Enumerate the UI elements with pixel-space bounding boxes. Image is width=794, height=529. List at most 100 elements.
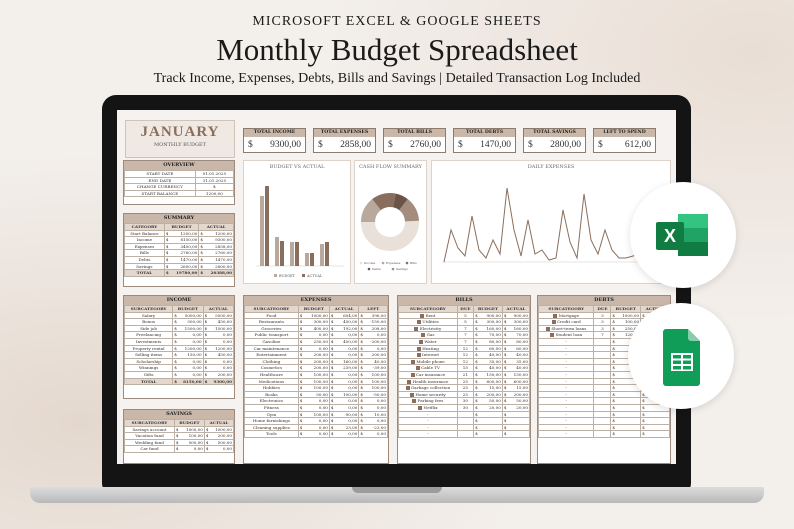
checkbox-icon[interactable] — [416, 353, 421, 358]
money-cell[interactable]: $19780,00 — [163, 269, 200, 277]
money-cell[interactable]: $ — [610, 423, 642, 432]
checkbox-icon[interactable] — [546, 326, 551, 331]
money-cell[interactable]: $1500,00 — [172, 324, 204, 333]
money-cell[interactable]: $0,00 — [328, 377, 360, 386]
money-cell[interactable]: $150,00 — [473, 370, 503, 379]
money-cell[interactable]: $70,00 — [473, 331, 503, 339]
money-cell[interactable]: $1200,00 — [163, 229, 200, 238]
money-cell[interactable]: $500,00 — [203, 438, 235, 447]
money-cell[interactable]: $450,00 — [202, 318, 235, 326]
checkbox-icon[interactable] — [420, 313, 425, 318]
money-cell[interactable]: $250,00 — [297, 337, 330, 346]
money-cell[interactable]: $0,00 — [328, 331, 360, 339]
money-cell[interactable]: $0,00 — [297, 344, 330, 353]
money-cell[interactable]: $604,00 — [328, 311, 360, 320]
money-cell[interactable]: $200,00 — [297, 364, 330, 372]
money-cell[interactable]: $900,00 — [473, 311, 503, 320]
money-cell[interactable]: $0,00 — [202, 357, 235, 366]
money-cell[interactable]: $2760,00 — [198, 249, 234, 257]
money-cell[interactable]: $0,00 — [172, 331, 204, 339]
money-cell[interactable]: $23,00 — [328, 423, 360, 432]
money-cell[interactable]: $2858,00 — [198, 242, 234, 251]
money-cell[interactable]: $9300,00 — [198, 236, 234, 244]
money-cell[interactable]: $0,00 — [297, 397, 330, 405]
checkbox-icon[interactable] — [414, 326, 419, 331]
money-cell[interactable]: $15,00 — [473, 384, 503, 392]
money-cell[interactable]: $50,00 — [473, 397, 503, 405]
money-cell[interactable]: $15,00 — [501, 384, 531, 392]
money-cell[interactable]: $50,00 — [297, 390, 330, 399]
money-cell[interactable]: $5500,00 — [202, 311, 235, 320]
money-cell[interactable]: $40,00 — [473, 351, 503, 359]
money-cell[interactable]: $0,00 — [297, 430, 330, 438]
money-cell[interactable]: $ — [473, 430, 503, 438]
money-cell[interactable]: $40,00 — [358, 357, 388, 366]
money-cell[interactable]: $50,00 — [501, 397, 531, 405]
money-cell[interactable]: $0,00 — [297, 417, 330, 425]
money-cell[interactable]: $ -200,00 — [358, 337, 388, 346]
checkbox-icon[interactable] — [416, 320, 421, 325]
money-cell[interactable]: $ — [501, 417, 531, 425]
money-cell[interactable]: $0,00 — [202, 337, 235, 346]
money-cell[interactable]: $40,00 — [501, 364, 531, 372]
money-cell[interactable]: $500,00 — [173, 438, 205, 447]
money-cell[interactable]: $192,00 — [328, 324, 360, 333]
money-cell[interactable]: $200,00 — [203, 432, 235, 440]
money-cell[interactable]: $200,00 — [501, 390, 531, 399]
money-cell[interactable]: $300,00 — [501, 318, 531, 326]
checkbox-icon[interactable] — [418, 405, 423, 410]
money-cell[interactable]: $ — [640, 410, 670, 419]
money-cell[interactable]: $2760,00 — [163, 249, 200, 257]
money-cell[interactable]: $0,00 — [203, 445, 235, 453]
money-cell[interactable]: $ — [501, 423, 531, 432]
money-cell[interactable]: $1000,00 — [173, 425, 205, 434]
checkbox-icon[interactable] — [412, 399, 417, 404]
money-cell[interactable]: $0,00 — [202, 364, 235, 372]
money-cell[interactable]: $0,00 — [328, 397, 360, 405]
checkbox-icon[interactable] — [410, 392, 415, 397]
checkbox-icon[interactable] — [550, 333, 555, 338]
checkbox-icon[interactable] — [419, 339, 424, 344]
checkbox-icon[interactable] — [415, 366, 420, 371]
money-cell[interactable]: $2600,00 — [163, 262, 200, 271]
money-cell[interactable]: $300,00 — [297, 318, 330, 326]
money-cell[interactable]: $20,00 — [501, 403, 531, 412]
money-cell[interactable]: $80,00 — [501, 337, 531, 346]
money-cell[interactable]: $100,00 — [328, 390, 360, 399]
money-cell[interactable]: $396,00 — [358, 311, 388, 320]
money-cell[interactable]: $900,00 — [501, 311, 531, 320]
money-cell[interactable]: $100,00 — [297, 384, 330, 392]
money-cell[interactable]: $10,00 — [358, 410, 388, 419]
checkbox-icon[interactable] — [411, 359, 415, 364]
money-cell[interactable]: $100,00 — [297, 377, 330, 386]
checkbox-icon[interactable] — [416, 346, 421, 351]
money-cell[interactable]: $0,00 — [358, 344, 388, 353]
money-cell[interactable]: $160,00 — [473, 324, 503, 333]
money-cell[interactable]: $0,00 — [358, 331, 388, 339]
money-cell[interactable]: $60,00 — [501, 344, 531, 353]
money-cell[interactable]: $40,00 — [501, 351, 531, 359]
money-cell[interactable]: $1470,00 — [163, 255, 200, 264]
money-cell[interactable]: $0,00 — [328, 344, 360, 353]
checkbox-icon[interactable] — [410, 372, 415, 377]
money-cell[interactable]: $0,00 — [172, 370, 204, 379]
money-cell[interactable]: $100,00 — [297, 410, 330, 419]
money-cell[interactable]: $1000,00 — [203, 425, 235, 434]
money-cell[interactable]: $0,00 — [172, 337, 204, 346]
money-cell[interactable]: $100,00 — [358, 370, 388, 379]
money-cell[interactable]: $2800,00 — [198, 262, 234, 271]
money-cell[interactable]: $80,00 — [473, 337, 503, 346]
checkbox-icon[interactable] — [407, 379, 412, 384]
money-cell[interactable]: $ — [473, 410, 503, 419]
money-cell[interactable]: $200,00 — [297, 351, 330, 359]
money-cell[interactable]: $ -23,00 — [358, 423, 388, 432]
money-cell[interactable]: $600,00 — [473, 377, 503, 386]
money-cell[interactable]: $0,00 — [173, 445, 205, 453]
money-cell[interactable]: $ — [610, 417, 642, 425]
money-cell[interactable]: $20,00 — [473, 403, 503, 412]
money-cell[interactable]: $0,00 — [358, 397, 388, 405]
money-cell[interactable]: $0,00 — [328, 384, 360, 392]
checkbox-icon[interactable] — [405, 386, 410, 391]
money-cell[interactable]: $200,00 — [297, 357, 330, 366]
money-cell[interactable]: $0,00 — [328, 403, 360, 412]
